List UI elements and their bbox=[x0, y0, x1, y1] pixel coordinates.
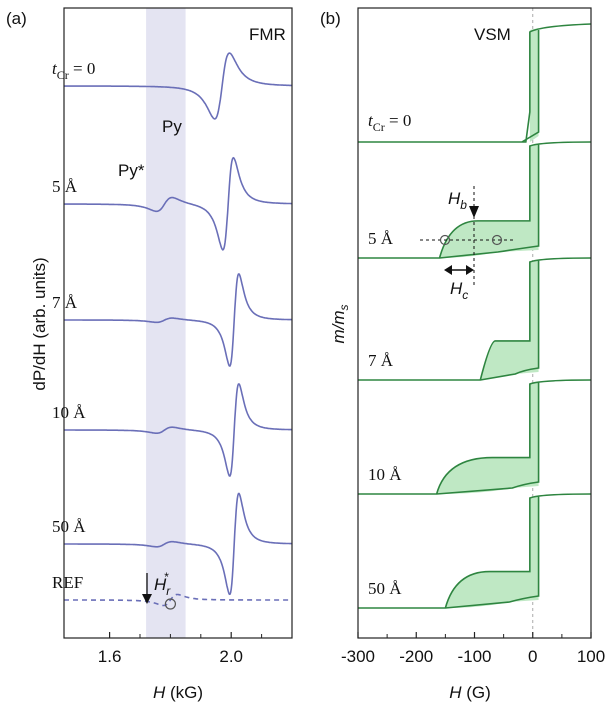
vsm-xtick-label-1: -200 bbox=[399, 647, 433, 666]
hr-star-annotation: Hr* bbox=[142, 570, 176, 610]
ylabel-a: dP/dH (arb. units) bbox=[30, 257, 49, 390]
vsm-loop-label-0: tCr = 0 bbox=[368, 111, 411, 134]
fmr-trace-5 bbox=[64, 593, 292, 607]
vsm-loop-label-4: 50 Å bbox=[368, 579, 402, 598]
vsm-loop-3 bbox=[358, 379, 592, 495]
py-peak-label: Py bbox=[162, 117, 182, 136]
hb-hc-annotation: Hb Hc bbox=[420, 186, 516, 302]
vsm-title: VSM bbox=[474, 25, 511, 44]
vsm-loop-fill-1 bbox=[439, 144, 539, 258]
panel-label-a: (a) bbox=[6, 9, 27, 28]
fmr-trace-label-4: 50 Å bbox=[52, 517, 86, 536]
fmr-title: FMR bbox=[249, 25, 286, 44]
fmr-trace-label-2: 7 Å bbox=[52, 293, 78, 312]
fmr-trace-3 bbox=[64, 383, 292, 477]
vsm-loop-4 bbox=[358, 493, 592, 609]
xlabel-a: H (kG) bbox=[153, 683, 203, 702]
vsm-loop-label-3: 10 Å bbox=[368, 465, 402, 484]
vsm-loop-fill-3 bbox=[436, 382, 539, 494]
xlabel-b: H (G) bbox=[449, 683, 491, 702]
vsm-xtick-label-4: 100 bbox=[577, 647, 605, 666]
vsm-xtick-label-2: -100 bbox=[457, 647, 491, 666]
vsm-loop-label-1: 5 Å bbox=[368, 229, 394, 248]
vsm-panel: -300 -200 -100 0 100 VSM m/ms H (G) Hb Hc tC… bbox=[329, 7, 605, 702]
vsm-loop-label-2: 7 Å bbox=[368, 351, 394, 370]
svg-text:m/ms: m/ms bbox=[329, 304, 351, 343]
fmr-trace-1 bbox=[64, 156, 292, 251]
vsm-loop-0 bbox=[358, 23, 592, 143]
fmr-trace-label-0: tCr = 0 bbox=[52, 59, 95, 82]
fmr-trace-0 bbox=[64, 52, 292, 120]
highlight-band bbox=[146, 8, 186, 638]
vsm-plot-frame bbox=[357, 7, 592, 639]
fmr-panel: 1.6 2.0 FMR Py Py* dP/dH (arb. units) H (… bbox=[30, 7, 293, 702]
fmr-xtick-label-0: 1.6 bbox=[98, 647, 122, 666]
panel-label-b: (b) bbox=[320, 9, 341, 28]
svg-text:Hb: Hb bbox=[448, 189, 467, 212]
fmr-trace-label-3: 10 Å bbox=[52, 403, 86, 422]
fmr-trace-label-5: REF bbox=[52, 573, 83, 592]
svg-text:Hr*: Hr* bbox=[154, 570, 171, 598]
vsm-xtick-label-0: -300 bbox=[341, 647, 375, 666]
vsm-loop-1 bbox=[358, 141, 592, 259]
vsm-loop-fill-2 bbox=[480, 260, 539, 380]
vsm-loop-fill-4 bbox=[445, 496, 539, 608]
svg-text:Hc: Hc bbox=[450, 279, 468, 302]
ylabel-b: m/ms bbox=[329, 304, 351, 343]
fmr-trace-4 bbox=[64, 492, 292, 596]
vsm-loop-2 bbox=[358, 257, 592, 381]
vsm-xtick-label-3: 0 bbox=[528, 647, 537, 666]
svg-text:dP/dH (arb. units): dP/dH (arb. units) bbox=[30, 257, 49, 390]
fmr-plot-frame bbox=[63, 7, 293, 639]
fmr-trace-label-1: 5 Å bbox=[52, 177, 78, 196]
fmr-trace-2 bbox=[64, 273, 292, 367]
py-star-peak-label: Py* bbox=[118, 161, 145, 180]
fmr-xtick-label-1: 2.0 bbox=[219, 647, 243, 666]
vsm-loop-fill-0 bbox=[529, 28, 539, 142]
